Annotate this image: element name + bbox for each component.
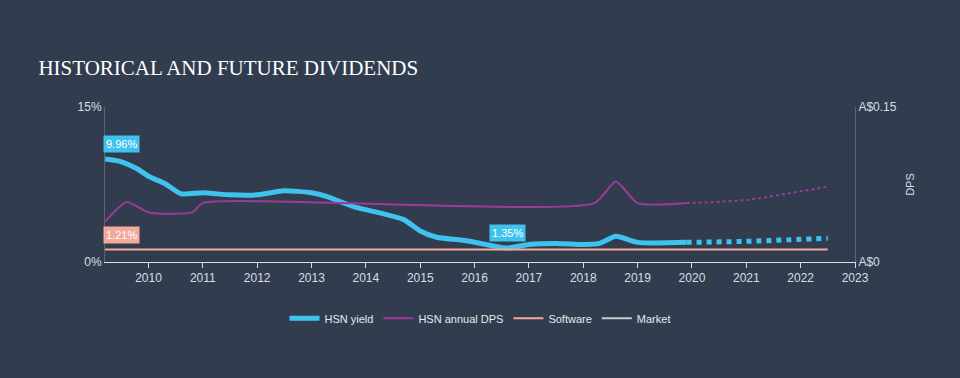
svg-text:0%: 0% (84, 255, 102, 269)
svg-text:2015: 2015 (407, 271, 434, 285)
svg-text:2011: 2011 (190, 271, 216, 285)
svg-text:2019: 2019 (624, 271, 651, 285)
svg-text:DPS: DPS (904, 173, 916, 196)
svg-text:2020: 2020 (679, 271, 706, 285)
svg-text:2017: 2017 (516, 271, 543, 285)
svg-text:9.96%: 9.96% (106, 138, 137, 150)
svg-text:1.35%: 1.35% (492, 227, 523, 239)
svg-text:15%: 15% (78, 100, 102, 114)
svg-text:2014: 2014 (353, 271, 380, 285)
svg-text:Software: Software (548, 313, 591, 325)
svg-text:2022: 2022 (787, 271, 814, 285)
svg-text:HSN yield: HSN yield (325, 313, 374, 325)
svg-text:2021: 2021 (733, 271, 760, 285)
svg-text:A$0.15: A$0.15 (858, 100, 896, 114)
svg-text:HISTORICAL AND FUTURE DIVIDEND: HISTORICAL AND FUTURE DIVIDENDS (38, 56, 418, 80)
svg-text:HSN annual DPS: HSN annual DPS (418, 313, 503, 325)
svg-text:1.21%: 1.21% (106, 229, 137, 241)
svg-text:2023: 2023 (842, 271, 869, 285)
svg-text:A$0: A$0 (858, 255, 880, 269)
svg-text:Market: Market (637, 313, 671, 325)
svg-text:2018: 2018 (570, 271, 597, 285)
svg-text:2010: 2010 (135, 271, 162, 285)
svg-text:2016: 2016 (461, 271, 488, 285)
svg-text:2012: 2012 (244, 271, 271, 285)
svg-text:2013: 2013 (298, 271, 325, 285)
